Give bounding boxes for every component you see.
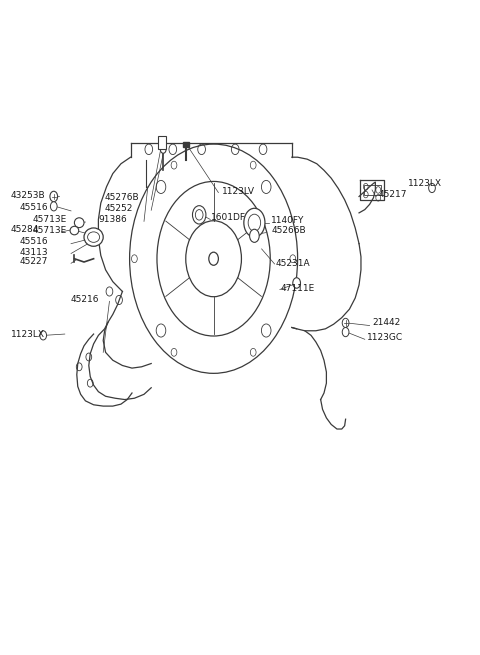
Circle shape bbox=[40, 331, 47, 340]
Circle shape bbox=[50, 191, 58, 202]
Text: 1140FY: 1140FY bbox=[271, 216, 305, 225]
Text: 21442: 21442 bbox=[372, 318, 400, 327]
Text: 45516: 45516 bbox=[19, 236, 48, 246]
Circle shape bbox=[250, 229, 259, 242]
Text: 45276B: 45276B bbox=[105, 193, 139, 202]
Circle shape bbox=[342, 328, 349, 337]
Text: 45284: 45284 bbox=[11, 225, 39, 234]
Ellipse shape bbox=[74, 217, 84, 228]
Text: 45713E: 45713E bbox=[33, 226, 67, 235]
Text: 43113: 43113 bbox=[19, 248, 48, 257]
Text: 1123GC: 1123GC bbox=[367, 333, 403, 342]
Circle shape bbox=[192, 206, 206, 224]
Text: 1123LX: 1123LX bbox=[11, 329, 45, 339]
Text: 45227: 45227 bbox=[19, 257, 48, 267]
Circle shape bbox=[244, 208, 265, 237]
Text: 45266B: 45266B bbox=[271, 226, 306, 235]
Circle shape bbox=[429, 183, 435, 193]
Text: 45713E: 45713E bbox=[33, 215, 67, 224]
Ellipse shape bbox=[84, 228, 103, 246]
Circle shape bbox=[160, 145, 166, 153]
Text: 45217: 45217 bbox=[378, 190, 407, 199]
Text: 1123LX: 1123LX bbox=[408, 179, 442, 188]
Text: 1123LV: 1123LV bbox=[222, 187, 255, 196]
Text: 43253B: 43253B bbox=[11, 191, 45, 200]
Ellipse shape bbox=[70, 227, 79, 235]
Bar bbox=[183, 142, 189, 147]
Text: 45252: 45252 bbox=[105, 204, 133, 213]
Circle shape bbox=[209, 252, 218, 265]
Text: 91386: 91386 bbox=[98, 215, 127, 224]
Text: 45516: 45516 bbox=[19, 203, 48, 212]
Circle shape bbox=[293, 278, 300, 288]
Circle shape bbox=[342, 318, 349, 328]
Text: 45216: 45216 bbox=[71, 295, 99, 305]
Bar bbox=[364, 185, 381, 195]
Text: 1601DF: 1601DF bbox=[211, 213, 246, 222]
Text: 47111E: 47111E bbox=[281, 284, 315, 293]
Circle shape bbox=[50, 202, 57, 211]
Bar bbox=[158, 136, 166, 149]
Text: 45231A: 45231A bbox=[276, 259, 311, 268]
